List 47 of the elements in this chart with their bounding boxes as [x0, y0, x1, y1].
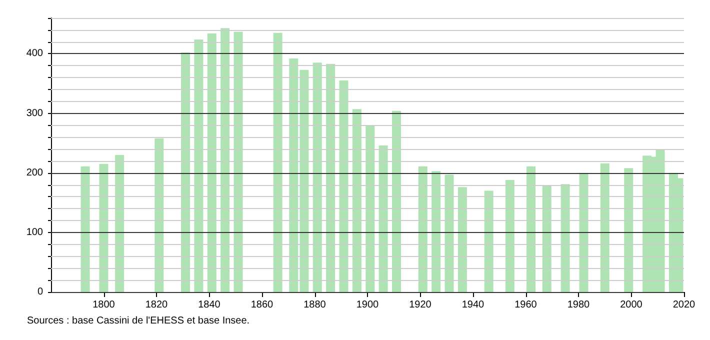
y-tick-label: 300 — [26, 108, 44, 119]
x-tick-label: 1820 — [145, 300, 168, 310]
bar — [484, 190, 494, 292]
bar — [312, 62, 322, 292]
x-tick-label: 2020 — [672, 300, 696, 310]
bar — [366, 126, 375, 292]
bar — [115, 155, 124, 292]
x-tick-label: 1900 — [356, 300, 380, 310]
bar — [194, 39, 204, 292]
y-tick-label: 200 — [26, 167, 44, 178]
bar — [624, 168, 634, 292]
bar — [234, 32, 243, 292]
bar — [326, 64, 336, 292]
bar — [542, 185, 552, 292]
y-tick-label: 400 — [26, 48, 44, 60]
bar — [352, 109, 362, 292]
bar — [181, 52, 190, 292]
bar — [378, 145, 388, 292]
bar — [99, 164, 108, 292]
x-tick-label: 1860 — [250, 300, 274, 310]
y-tick-label: 0 — [37, 286, 44, 298]
bar — [154, 138, 164, 292]
x-tick-label: 1920 — [409, 300, 432, 310]
bar — [579, 172, 588, 292]
bar — [432, 171, 441, 292]
bar — [600, 163, 610, 292]
bar — [392, 110, 402, 292]
x-tick-label: 1800 — [92, 300, 116, 310]
bar — [505, 180, 514, 292]
x-tick-label: 1880 — [304, 300, 326, 310]
bar — [273, 32, 282, 292]
bar — [220, 28, 230, 292]
bar — [418, 166, 428, 292]
x-tick-label: 2000 — [620, 300, 643, 310]
bar — [444, 174, 454, 292]
x-tick-label: 1840 — [198, 300, 221, 310]
source-note: Sources : base Cassini de l'EHESS et base Insee. — [27, 316, 250, 326]
bar — [526, 166, 536, 292]
bar — [339, 80, 348, 292]
x-tick-label: 1960 — [514, 300, 538, 310]
bar — [80, 166, 90, 292]
bar — [560, 184, 570, 292]
bar — [207, 33, 216, 292]
x-tick-label: 1980 — [567, 300, 590, 310]
x-tick-label: 1940 — [462, 300, 485, 310]
y-tick-label: 100 — [26, 226, 44, 238]
bar — [458, 187, 467, 292]
